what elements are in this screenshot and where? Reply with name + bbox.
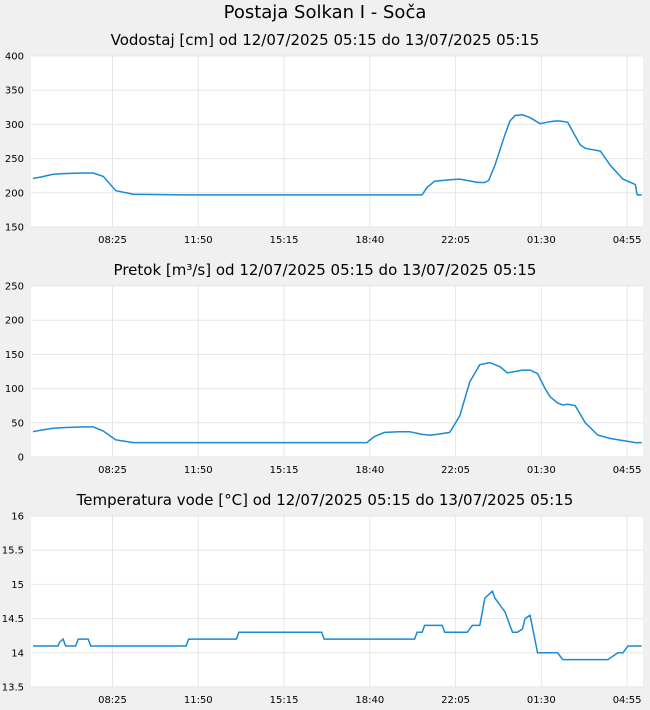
plot-area-discharge [31,286,643,457]
x-tick-label: 11:50 [184,695,213,706]
y-tick-label: 14.5 [2,614,24,625]
x-tick-label: 15:15 [270,695,299,706]
x-tick-label: 18:40 [355,235,384,246]
page-title: Postaja Solkan I - Soča [223,2,427,23]
plot-area-water-temperature [31,516,643,687]
chart-title-water-temperature: Temperatura vode [°C] od 12/07/2025 05:1… [76,491,574,509]
y-tick-label: 15 [11,580,24,591]
y-tick-label: 15.5 [2,546,24,557]
y-tick-label: 350 [5,86,24,97]
y-tick-label: 200 [5,316,24,327]
x-tick-label: 15:15 [270,235,299,246]
x-tick-label: 08:25 [98,695,127,706]
series-line-water-level [32,114,642,196]
y-tick-label: 300 [5,120,24,131]
series-line-water-temperature [33,589,642,661]
x-tick-label: 22:05 [441,695,470,706]
x-tick-label: 22:05 [441,235,470,246]
x-tick-label: 04:55 [613,235,642,246]
x-tick-label: 11:50 [184,465,213,476]
x-tick-label: 18:40 [355,465,384,476]
plot-area-water-level [31,56,643,227]
y-tick-label: 150 [5,223,24,234]
x-tick-label: 04:55 [613,465,642,476]
y-tick-label: 16 [11,512,24,523]
y-tick-label: 50 [11,418,24,429]
y-tick-label: 200 [5,188,24,199]
y-tick-label: 14 [11,648,24,659]
x-tick-label: 04:55 [613,695,642,706]
x-tick-label: 22:05 [441,465,470,476]
chart-title-discharge: Pretok [m³/s] od 12/07/2025 05:15 do 13/… [113,261,537,279]
y-tick-label: 13.5 [2,683,24,694]
x-tick-label: 01:30 [527,465,556,476]
y-tick-label: 400 [5,52,24,63]
y-tick-label: 150 [5,350,24,361]
chart-title-water-level: Vodostaj [cm] od 12/07/2025 05:15 do 13/… [110,31,540,49]
x-tick-label: 11:50 [184,235,213,246]
x-tick-label: 01:30 [527,235,556,246]
x-tick-label: 08:25 [98,235,127,246]
series-line-discharge [32,361,642,444]
y-tick-label: 250 [5,154,24,165]
x-tick-label: 01:30 [527,695,556,706]
y-tick-label: 100 [5,384,24,395]
x-tick-label: 15:15 [270,465,299,476]
y-tick-label: 0 [18,453,24,464]
y-tick-label: 250 [5,282,24,293]
x-tick-label: 18:40 [355,695,384,706]
x-tick-label: 08:25 [98,465,127,476]
